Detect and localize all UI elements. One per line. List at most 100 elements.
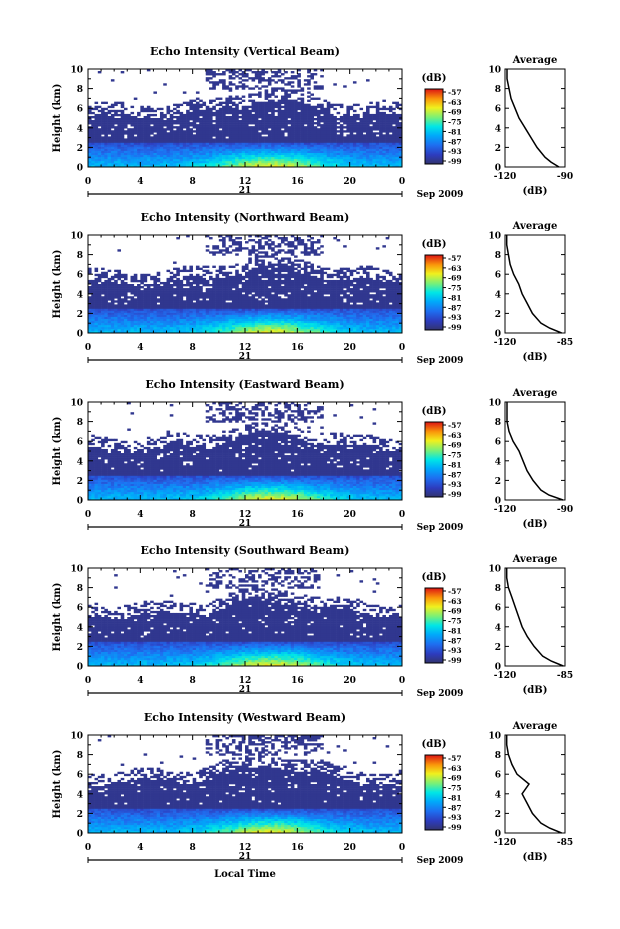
heatmap-cell: [218, 314, 223, 317]
heatmap-cell: [117, 298, 122, 301]
heatmap-cell: [395, 130, 400, 133]
heatmap-cell: [150, 107, 154, 111]
heatmap-cell: [352, 154, 357, 158]
heatmap-cell: [359, 148, 364, 151]
heatmap-cell: [176, 136, 180, 139]
heatmap-cell: [159, 107, 164, 111]
heatmap-cell: [267, 136, 272, 139]
heatmap-cell: [123, 330, 128, 334]
heatmap-cell: [398, 103, 403, 107]
heatmap-cell: [218, 310, 223, 313]
heatmap-cell: [238, 85, 243, 88]
heatmap-cell: [189, 146, 193, 149]
heatmap-cell: [385, 140, 390, 143]
heatmap-cell: [326, 148, 331, 151]
heatmap-cell: [388, 134, 393, 137]
heatmap-cell: [110, 320, 115, 324]
heatmap-cell: [251, 105, 256, 109]
heatmap-cell: [91, 124, 95, 127]
heatmap-cell: [179, 113, 184, 117]
heatmap-cell: [209, 71, 213, 74]
heatmap-cell: [173, 281, 177, 285]
heatmap-cell: [107, 109, 112, 113]
heatmap-cell: [107, 302, 112, 305]
heatmap-cell: [143, 312, 148, 315]
heatmap-cell: [176, 164, 180, 168]
heatmap-cell: [97, 105, 102, 109]
heatmap-cell: [218, 160, 223, 164]
heatmap-cell: [225, 312, 229, 315]
heatmap-cell: [267, 275, 272, 279]
heatmap-cell: [228, 142, 233, 145]
heatmap-cell: [209, 308, 213, 311]
heatmap-cell: [212, 330, 216, 334]
heatmap-cell: [133, 130, 138, 133]
heatmap-cell: [254, 150, 259, 154]
heatmap-cell: [248, 277, 252, 281]
heatmap-cell: [140, 118, 144, 121]
heatmap-cell: [110, 286, 115, 289]
heatmap-cell: [379, 162, 383, 166]
heatmap-cell: [101, 300, 105, 303]
heatmap-cell: [251, 134, 256, 137]
heatmap-cell: [107, 118, 112, 121]
heatmap-cell: [182, 292, 187, 295]
heatmap-cell: [176, 120, 180, 123]
heatmap-cell: [159, 302, 164, 305]
heatmap-cell: [225, 99, 229, 102]
heatmap-cell: [274, 130, 279, 133]
heatmap-cell: [186, 109, 190, 113]
heatmap-cell: [114, 113, 118, 117]
heatmap-cell: [123, 138, 128, 141]
heatmap-cell: [137, 302, 141, 305]
heatmap-cell: [241, 142, 246, 145]
heatmap-cell: [150, 109, 154, 113]
heatmap-cell: [333, 162, 337, 166]
heatmap-cell: [186, 124, 190, 127]
heatmap-cell: [287, 99, 292, 102]
heatmap-cell: [209, 158, 213, 162]
heatmap-cell: [238, 154, 243, 158]
heatmap-cell: [398, 118, 403, 121]
heatmap-cell: [192, 152, 197, 156]
heatmap-cell: [176, 103, 180, 107]
average-frame: [504, 68, 566, 168]
heatmap-cell: [303, 136, 308, 139]
heatmap-cell: [179, 115, 184, 119]
heatmap-cell: [280, 81, 285, 84]
heatmap-cell: [297, 126, 301, 129]
heatmap-cell: [156, 136, 161, 139]
heatmap-cell: [264, 288, 269, 291]
heatmap-cell: [375, 140, 380, 143]
heatmap-cell: [284, 91, 288, 94]
heatmap-cell: [192, 105, 197, 109]
heatmap-cell: [123, 148, 128, 151]
heatmap-cell: [385, 130, 390, 133]
heatmap-cell: [264, 286, 269, 289]
heatmap-cell: [303, 103, 308, 107]
heatmap-cell: [104, 118, 108, 121]
heatmap-cell: [248, 275, 252, 279]
heatmap-cell: [339, 154, 344, 158]
heatmap-cell: [163, 132, 167, 135]
heatmap-cell: [156, 300, 161, 303]
heatmap-cell: [130, 134, 135, 137]
heatmap-cell: [235, 71, 239, 74]
heatmap-cell: [228, 136, 233, 139]
heatmap-cell: [101, 324, 105, 328]
heatmap-cell: [307, 142, 311, 145]
heatmap-cell: [150, 290, 154, 293]
heatmap-cell: [379, 140, 383, 143]
heatmap-cell: [166, 292, 171, 295]
heatmap-cell: [189, 318, 193, 322]
heatmap-cell: [189, 308, 193, 311]
heatmap-cell: [94, 162, 99, 166]
heatmap-cell: [130, 130, 135, 133]
heatmap-cell: [264, 113, 269, 117]
heatmap-cell: [209, 318, 213, 322]
heatmap-cell: [245, 304, 249, 307]
heatmap-cell: [231, 320, 236, 324]
heatmap-cell: [225, 120, 229, 123]
heatmap-cell: [101, 162, 105, 166]
heatmap-cell: [366, 146, 370, 149]
